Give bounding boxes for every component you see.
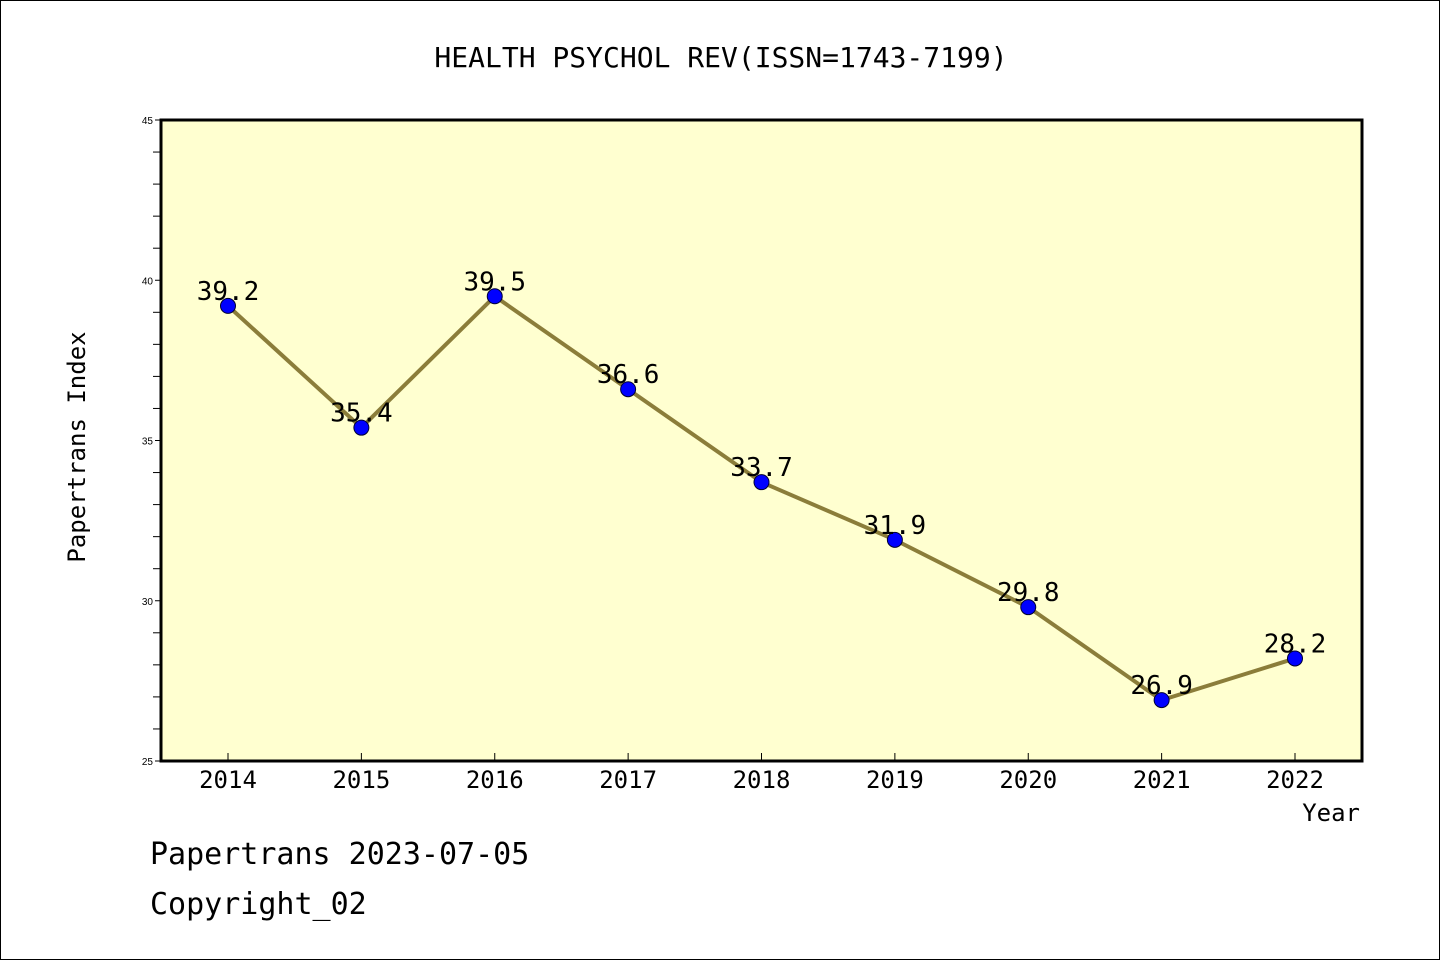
x-tick-label: 2016 [466, 766, 524, 794]
data-point [620, 381, 637, 398]
x-tick-label: 2015 [332, 766, 390, 794]
y-tick-label: 25 [142, 757, 154, 768]
data-labels: 39.2 35.4 39.5 36.6 33.7 31.9 29.8 26.9 28.2 [197, 267, 1327, 701]
data-label: 33.7 [730, 453, 793, 483]
y-tick-label: 45 [142, 116, 154, 127]
footer-date: Papertrans 2023-07-05 [150, 837, 529, 872]
y-axis: 25 30 35 40 45 [142, 116, 161, 768]
x-axis: 2014 2015 2016 2017 2018 2019 2020 2021 2022 [199, 753, 1324, 794]
data-markers [220, 288, 1303, 709]
x-tick-label: 2014 [199, 766, 257, 794]
x-tick-label: 2022 [1266, 766, 1324, 794]
x-axis-label: Year [1302, 799, 1360, 827]
data-label: 29.8 [997, 578, 1060, 608]
data-point [1287, 650, 1303, 667]
data-label: 39.5 [463, 267, 526, 297]
data-point [1020, 599, 1037, 616]
data-point [1153, 692, 1170, 709]
data-label: 36.6 [597, 360, 660, 390]
data-label: 31.9 [864, 511, 927, 541]
data-point [353, 419, 370, 436]
chart-title: HEALTH PSYCHOL REV(ISSN=1743-7199) [434, 41, 1007, 74]
y-tick-label: 35 [142, 437, 154, 448]
footer-copyright: Copyright_02 [150, 887, 367, 922]
data-point [753, 474, 770, 491]
y-axis-label: Papertrans Index [63, 331, 91, 562]
data-label: 35.4 [330, 399, 393, 429]
plot-area [159, 118, 1364, 763]
data-label: 26.9 [1130, 671, 1193, 701]
data-point [886, 531, 903, 548]
y-tick-label: 40 [142, 276, 154, 287]
data-label: 28.2 [1264, 629, 1327, 659]
data-point [486, 288, 503, 305]
data-label: 39.2 [197, 277, 260, 307]
x-tick-label: 2018 [733, 766, 791, 794]
x-tick-label: 2019 [866, 766, 924, 794]
x-tick-label: 2017 [599, 766, 657, 794]
data-point [220, 297, 236, 314]
y-tick-label: 30 [142, 597, 154, 608]
x-tick-label: 2020 [999, 766, 1057, 794]
x-tick-label: 2021 [1133, 766, 1191, 794]
